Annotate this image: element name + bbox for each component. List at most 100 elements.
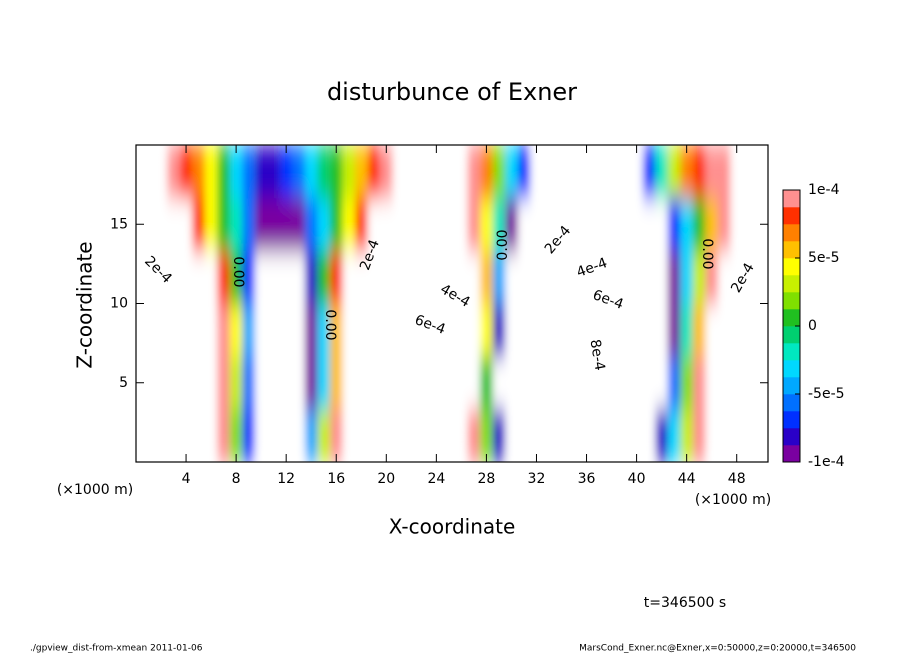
field-cell: [505, 197, 519, 252]
field-cell: [229, 409, 243, 462]
field-cell: [380, 250, 394, 304]
field-cell: [405, 409, 419, 462]
field-cell: [405, 197, 419, 252]
field-cell: [392, 145, 406, 199]
field-cell: [480, 356, 494, 410]
field-cell: [617, 303, 631, 357]
field-cell: [517, 250, 531, 304]
field-cell: [605, 145, 619, 199]
field-cell: [730, 250, 744, 304]
colorbar-band: [783, 428, 800, 446]
field-cell: [530, 197, 544, 252]
colorbar-tick-label: 1e-4: [808, 182, 840, 198]
field-cell: [455, 197, 469, 252]
field-cell: [742, 145, 756, 199]
field-cell: [480, 145, 494, 199]
field-cell: [542, 409, 556, 462]
field-cell: [492, 356, 506, 410]
field-cell: [242, 409, 256, 462]
field-cell: [317, 303, 331, 357]
field-cell: [380, 356, 394, 410]
field-cell: [705, 303, 719, 357]
field-cell: [492, 250, 506, 304]
x-axis-label: X-coordinate: [389, 515, 516, 539]
colorbar-band: [783, 343, 800, 361]
field-cell: [204, 197, 218, 252]
field-cell: [680, 409, 694, 462]
field-cell: [530, 356, 544, 410]
field-cell: [217, 409, 231, 462]
field-cell: [154, 250, 168, 304]
x-tick-label: 28: [478, 471, 496, 487]
field-cell: [154, 303, 168, 357]
colorbar-band: [783, 411, 800, 429]
field-cell: [254, 356, 268, 410]
contour-label: 0.00: [230, 256, 246, 287]
field-cell: [329, 303, 343, 357]
field-cell: [154, 409, 168, 462]
field-cell: [730, 409, 744, 462]
field-cell: [342, 197, 356, 252]
field-cell: [542, 356, 556, 410]
colorbar-band: [783, 394, 800, 412]
field-cell: [617, 145, 631, 199]
field-cell: [580, 409, 594, 462]
field-cell: [292, 409, 306, 462]
field-cell: [342, 409, 356, 462]
field-cell: [405, 303, 419, 357]
field-cell: [254, 303, 268, 357]
field-cell: [542, 303, 556, 357]
field-cell: [417, 356, 431, 410]
field-cell: [467, 303, 481, 357]
field-cell: [467, 197, 481, 252]
field-cell: [355, 356, 369, 410]
colorbar-tick-label: 0: [808, 318, 817, 334]
field-cell: [136, 409, 143, 462]
contour-label: 0.00: [495, 229, 511, 260]
field-cell: [680, 303, 694, 357]
field-cell: [167, 250, 181, 304]
field-cell: [342, 303, 356, 357]
field-cell: [179, 250, 193, 304]
field-cell: [167, 145, 181, 199]
field-cell: [492, 197, 506, 252]
field-cell: [642, 250, 656, 304]
field-cell: [380, 145, 394, 199]
field-cell: [142, 250, 156, 304]
field-cell: [592, 197, 606, 252]
field-cell: [136, 250, 143, 304]
field-cell: [417, 303, 431, 357]
field-cell: [655, 409, 669, 462]
field-cell: [229, 356, 243, 410]
field-cell: [304, 197, 318, 252]
field-cell: [505, 356, 519, 410]
field-cell: [217, 250, 231, 304]
field-cell: [492, 145, 506, 199]
y-axis-label: Z-coordinate: [73, 241, 97, 368]
field-cell: [717, 356, 731, 410]
field-cell: [505, 409, 519, 462]
field-cell: [742, 250, 756, 304]
x-tick-label: 12: [277, 471, 295, 487]
field-cell: [655, 250, 669, 304]
field-cell: [317, 356, 331, 410]
field-cell: [136, 303, 143, 357]
field-cell: [567, 303, 581, 357]
field-cell: [417, 409, 431, 462]
field-cell: [430, 303, 444, 357]
field-cell: [355, 303, 369, 357]
field-cell: [217, 356, 231, 410]
field-cell: [355, 197, 369, 252]
field-cell: [617, 356, 631, 410]
field-cell: [380, 303, 394, 357]
field-cell: [655, 197, 669, 252]
field-cell: [329, 356, 343, 410]
field-cell: [417, 250, 431, 304]
x-tick-label: 32: [528, 471, 546, 487]
field-cell: [705, 409, 719, 462]
field-cell: [505, 303, 519, 357]
field-cell: [567, 356, 581, 410]
field-cell: [367, 250, 381, 304]
field-cell: [667, 303, 681, 357]
field-cell: [742, 356, 756, 410]
